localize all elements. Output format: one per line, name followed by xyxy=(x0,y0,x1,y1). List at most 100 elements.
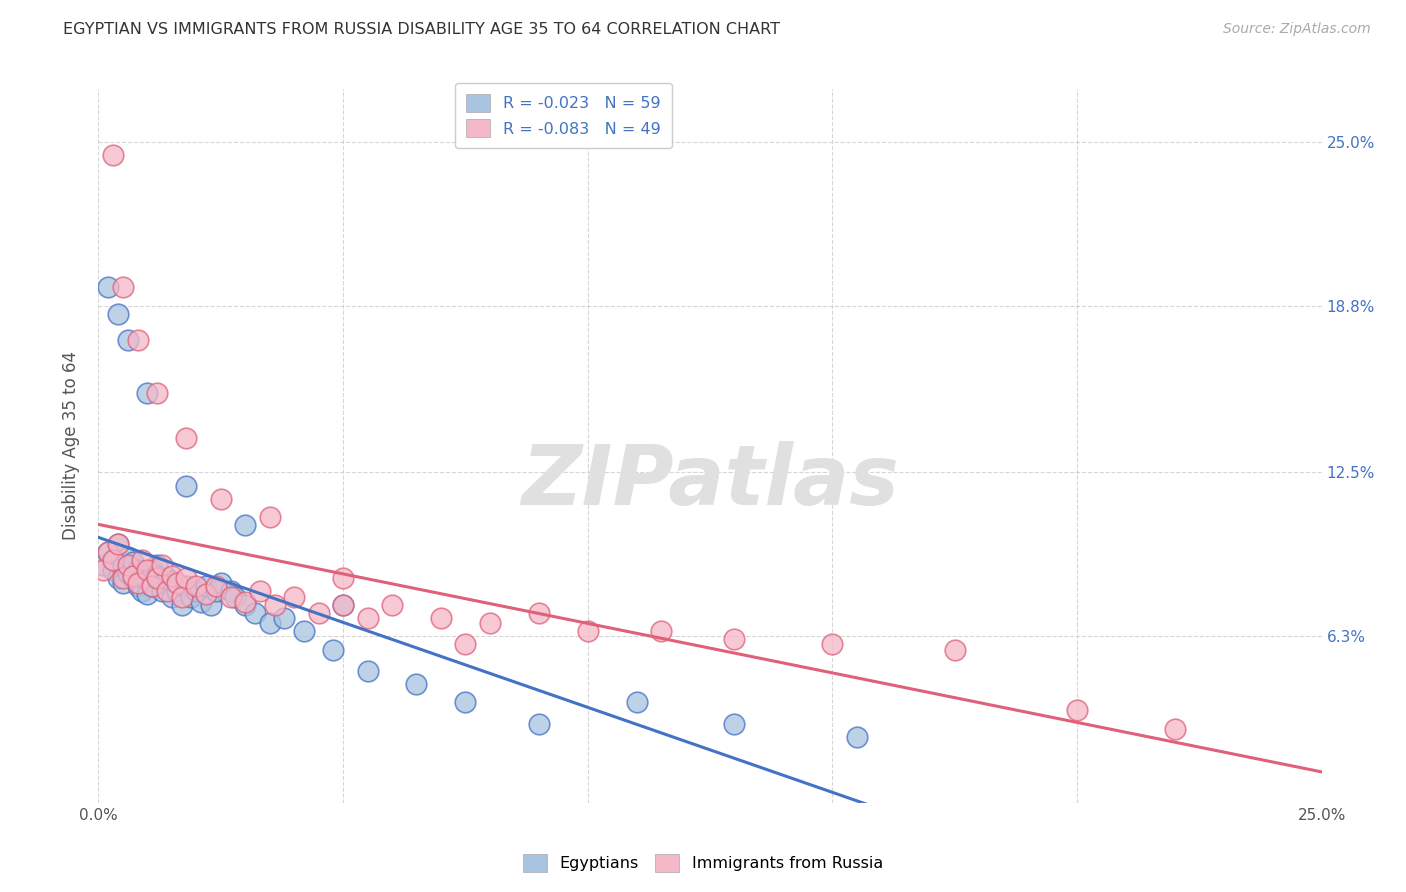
Point xyxy=(527,606,550,620)
Point xyxy=(127,333,149,347)
Point xyxy=(131,568,153,582)
Point xyxy=(845,730,868,744)
Point xyxy=(101,563,124,577)
Point xyxy=(136,587,159,601)
Point xyxy=(259,616,281,631)
Point xyxy=(117,333,139,347)
Point xyxy=(117,549,139,564)
Point xyxy=(527,716,550,731)
Point xyxy=(205,584,228,599)
Point xyxy=(111,571,134,585)
Point xyxy=(141,579,163,593)
Point xyxy=(101,148,124,162)
Point xyxy=(146,558,169,572)
Point xyxy=(127,579,149,593)
Point xyxy=(146,571,169,585)
Point xyxy=(170,590,193,604)
Point xyxy=(97,545,120,559)
Point xyxy=(141,563,163,577)
Point xyxy=(332,598,354,612)
Point xyxy=(322,642,344,657)
Point xyxy=(233,518,256,533)
Point xyxy=(454,695,477,709)
Point xyxy=(131,552,153,566)
Point xyxy=(723,632,745,646)
Text: ZIPatlas: ZIPatlas xyxy=(522,442,898,522)
Point xyxy=(576,624,599,638)
Point xyxy=(478,616,501,631)
Point xyxy=(200,598,222,612)
Point xyxy=(273,611,295,625)
Legend: R = -0.023   N = 59, R = -0.083   N = 49: R = -0.023 N = 59, R = -0.083 N = 49 xyxy=(454,83,672,148)
Point xyxy=(131,584,153,599)
Point xyxy=(97,280,120,294)
Point xyxy=(356,611,378,625)
Text: EGYPTIAN VS IMMIGRANTS FROM RUSSIA DISABILITY AGE 35 TO 64 CORRELATION CHART: EGYPTIAN VS IMMIGRANTS FROM RUSSIA DISAB… xyxy=(63,22,780,37)
Point xyxy=(405,677,427,691)
Point xyxy=(821,637,844,651)
Point xyxy=(156,584,179,599)
Point xyxy=(224,590,246,604)
Point xyxy=(209,576,232,591)
Point xyxy=(209,491,232,506)
Point xyxy=(430,611,453,625)
Point xyxy=(205,579,228,593)
Point xyxy=(107,571,129,585)
Point xyxy=(180,590,202,604)
Point xyxy=(1164,722,1187,736)
Point xyxy=(111,280,134,294)
Point xyxy=(186,579,208,593)
Point xyxy=(127,576,149,591)
Point xyxy=(146,568,169,582)
Point xyxy=(136,563,159,577)
Point xyxy=(249,584,271,599)
Point xyxy=(160,568,183,582)
Point xyxy=(117,566,139,580)
Point xyxy=(136,386,159,401)
Point xyxy=(101,552,124,566)
Point xyxy=(723,716,745,731)
Point xyxy=(160,590,183,604)
Point xyxy=(243,606,266,620)
Point xyxy=(176,478,198,492)
Point xyxy=(127,563,149,577)
Point xyxy=(219,584,242,599)
Point xyxy=(308,606,330,620)
Point xyxy=(121,571,143,585)
Point xyxy=(626,695,648,709)
Point xyxy=(381,598,404,612)
Point xyxy=(292,624,315,638)
Point xyxy=(186,584,208,599)
Point xyxy=(233,595,256,609)
Point xyxy=(1066,703,1088,717)
Point xyxy=(943,642,966,657)
Point xyxy=(107,537,129,551)
Point xyxy=(150,558,173,572)
Point xyxy=(195,587,218,601)
Point xyxy=(283,590,305,604)
Point xyxy=(170,598,193,612)
Point xyxy=(190,595,212,609)
Point xyxy=(121,568,143,582)
Point xyxy=(176,571,198,585)
Text: Source: ZipAtlas.com: Source: ZipAtlas.com xyxy=(1223,22,1371,37)
Point xyxy=(166,584,188,599)
Point xyxy=(332,571,354,585)
Point xyxy=(121,555,143,569)
Point xyxy=(117,558,139,572)
Point xyxy=(111,576,134,591)
Point xyxy=(263,598,285,612)
Point xyxy=(146,386,169,401)
Point xyxy=(233,598,256,612)
Point xyxy=(136,574,159,588)
Point xyxy=(454,637,477,651)
Point xyxy=(141,579,163,593)
Point xyxy=(176,579,198,593)
Point xyxy=(91,558,114,572)
Point xyxy=(195,579,218,593)
Y-axis label: Disability Age 35 to 64: Disability Age 35 to 64 xyxy=(62,351,80,541)
Legend: Egyptians, Immigrants from Russia: Egyptians, Immigrants from Russia xyxy=(515,847,891,880)
Point xyxy=(166,576,188,591)
Point xyxy=(156,571,179,585)
Point xyxy=(150,576,173,591)
